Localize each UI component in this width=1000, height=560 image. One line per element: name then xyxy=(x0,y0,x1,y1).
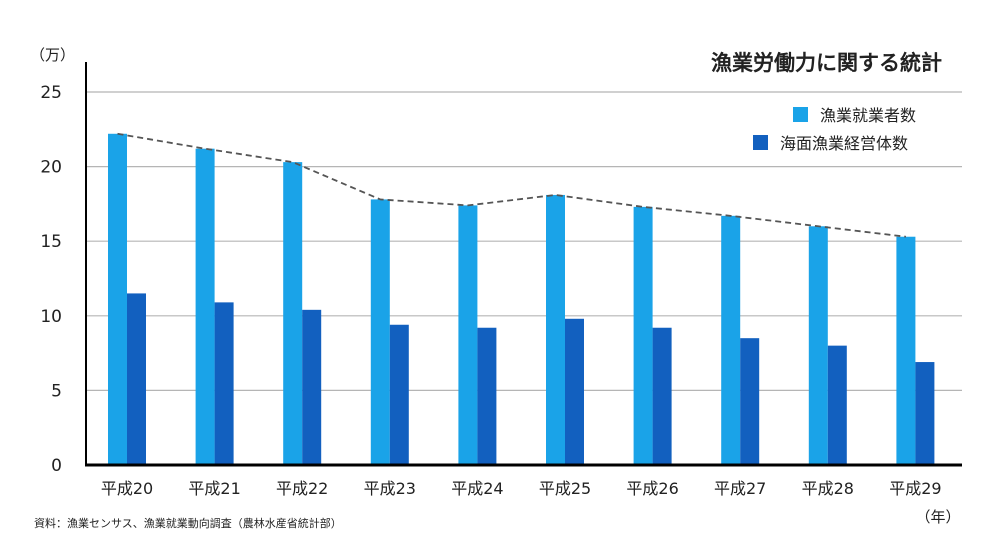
trend-line-path xyxy=(117,132,907,238)
x-axis-unit: （年） xyxy=(915,508,960,526)
bar-series-2 xyxy=(652,327,672,465)
bar-series-2 xyxy=(127,293,146,465)
bar-series-1 xyxy=(108,133,127,465)
legend-swatch-series-1 xyxy=(793,107,808,122)
legend-label-series-2: 海面漁業経営体数 xyxy=(780,134,908,153)
y-tick-label: 5 xyxy=(51,381,62,401)
bar-series-2 xyxy=(302,309,322,465)
x-tick-label: 平成25 xyxy=(539,479,591,498)
legend-swatch-series-2 xyxy=(753,135,768,150)
bar-series-1 xyxy=(283,162,303,465)
x-tick-label: 平成27 xyxy=(714,479,766,498)
x-tick-label: 平成29 xyxy=(889,479,941,498)
legend-label-series-1: 漁業就業者数 xyxy=(820,106,916,125)
bar-series-1 xyxy=(896,236,916,465)
bar-series-2 xyxy=(740,338,760,465)
x-tick-label: 平成28 xyxy=(802,479,854,498)
bar-series-2 xyxy=(915,362,935,465)
bar-series-1 xyxy=(195,148,215,466)
x-tick-label: 平成23 xyxy=(364,479,416,498)
bar-series-1 xyxy=(633,206,653,465)
bar-series-2 xyxy=(214,302,234,465)
y-axis-unit: （万） xyxy=(30,46,75,64)
x-tick-label: 平成20 xyxy=(101,479,153,498)
x-tick-label: 平成21 xyxy=(188,479,240,498)
x-tick-label: 平成22 xyxy=(276,479,328,498)
bar-series-2 xyxy=(389,324,409,465)
bar-series-2 xyxy=(827,345,847,465)
trend-line xyxy=(117,132,907,238)
bar-series-1 xyxy=(546,194,565,465)
x-tick-label: 平成24 xyxy=(451,479,503,498)
y-tick-label: 20 xyxy=(40,158,62,178)
chart-title: 漁業労働力に関する統計 xyxy=(711,51,942,75)
y-axis-ticks: 0 5 10 15 20 25 xyxy=(40,83,62,476)
y-tick-label: 0 xyxy=(51,456,62,476)
y-tick-label: 25 xyxy=(40,83,62,103)
bar-series-1 xyxy=(808,226,828,465)
x-tick-label: 平成26 xyxy=(626,479,678,498)
bar-series-2 xyxy=(477,327,497,465)
source-note: 資料：漁業センサス、漁業就業動向調査（農林水産省統計部） xyxy=(34,516,342,530)
x-axis-ticks: 平成20 平成21 平成22 平成23 平成24 平成25 平成26 平成27 平成28 平成29 xyxy=(101,479,942,498)
bar-series-1 xyxy=(721,215,741,465)
y-tick-label: 15 xyxy=(40,232,62,252)
bars xyxy=(108,133,935,466)
y-tick-label: 10 xyxy=(40,307,62,327)
legend: 漁業就業者数 海面漁業経営体数 xyxy=(753,106,916,153)
bar-series-1 xyxy=(458,205,478,465)
bar-series-2 xyxy=(565,318,584,465)
bar-series-1 xyxy=(370,199,390,465)
